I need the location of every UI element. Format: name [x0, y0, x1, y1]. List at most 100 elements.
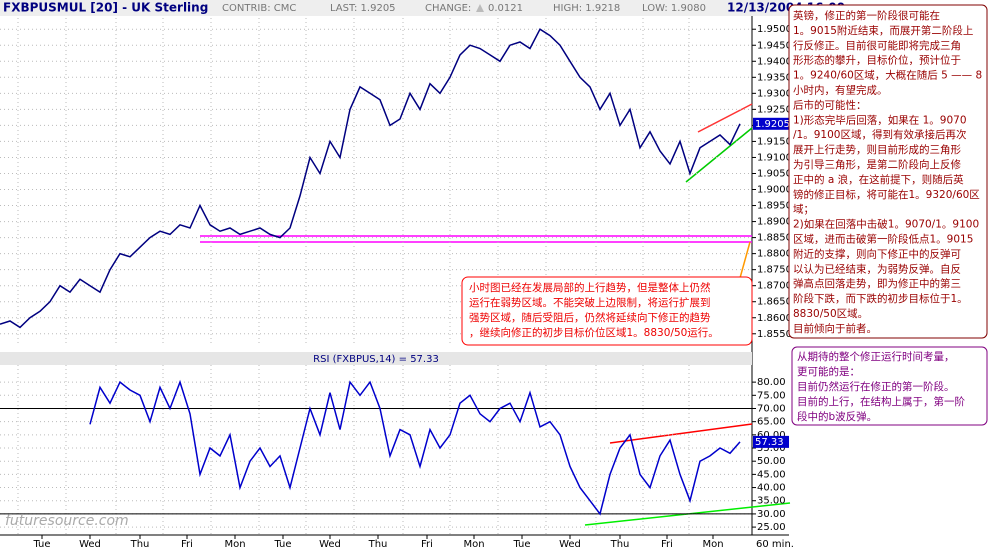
y-tick-label: 1.9500 [757, 24, 792, 35]
callout-box [461, 276, 753, 346]
note-line: 目前的上行，在结构上属于，第一阶 [797, 395, 965, 408]
y-tick-label: 1.8800 [757, 249, 792, 260]
callout-line: 强势区域，随后受阻后，仍然将延续向下修正的趋势 [469, 311, 711, 324]
note-line: 以认为已经结束，为弱势反弹。自反 [793, 262, 961, 275]
last: LAST: 1.9205 [330, 3, 396, 14]
last-value-badge [753, 117, 789, 130]
last-value-label: 57.33 [755, 437, 784, 448]
note-line: 后市的可能性： [793, 98, 867, 111]
note-line: 段中的b波反弹。 [797, 410, 877, 423]
y-tick-label: 1.8850 [757, 233, 792, 244]
note-line: 1。9015附近结束，而展开第二阶段上 [793, 24, 973, 37]
x-tick-label: Fri [661, 539, 673, 550]
data-line [0, 28, 741, 329]
note-box [788, 4, 988, 339]
y-tick-label: 1.9300 [757, 88, 792, 99]
y-tick-label: 1.8650 [757, 297, 792, 308]
contrib: CONTRIB: CMC [222, 3, 296, 14]
note-line: 8830/50区域。 [793, 307, 868, 320]
y-tick-label: 65.00 [757, 417, 786, 428]
note-line: 附近的支撑，则向下修正中的反弹可 [793, 247, 961, 260]
y-tick-label: 1.8900 [757, 217, 792, 228]
note-line: 更可能的是： [797, 365, 860, 378]
change: 0.0121 [488, 3, 523, 14]
y-tick-label: 1.8950 [757, 201, 792, 212]
note-line: 英镑，修正的第一阶段很可能在 [793, 9, 940, 22]
note-line: 域； [793, 203, 814, 216]
x-tick-label: Mon [702, 539, 723, 550]
high: HIGH: 1.9218 [553, 3, 620, 14]
y-tick-label: 60.00 [757, 430, 786, 441]
y-tick-label: 1.8600 [757, 313, 792, 324]
note-line: 行反修正。目前很可能即将完成三角 [793, 39, 961, 52]
note-line: 目前仍然运行在修正的第一阶段。 [797, 380, 955, 393]
note-timing: 从期待的整个修正运行时间考量， 更可能的是： 目前仍然运行在修正的第一阶段。目前的上… [797, 350, 965, 423]
note-line: 2)如果在回落中击破1。9070/1。9100 [793, 218, 979, 231]
y-tick-label: 1.9100 [757, 152, 792, 163]
y-tick-label: 1.9000 [757, 185, 792, 196]
last-value-label: 1.9205 [755, 119, 790, 130]
plots: 1.8550 1.8600 1.8650 1.8700 1.8750 1.8800 1.88… [0, 18, 794, 550]
callout-line: 小时图已经在发展局部的上行趋势，但是整体上仍然 [469, 281, 711, 294]
y-tick-label: 1.9250 [757, 104, 792, 115]
note-line: 从期待的整个修正运行时间考量， [797, 350, 955, 363]
callout-arrow [739, 241, 751, 279]
callout-line: ，继续向修正的初步目标价位区域1。8830/50运行。 [469, 326, 719, 339]
x-tick-label: Thu [610, 539, 630, 550]
x-tick-label: Wed [319, 539, 341, 550]
x-tick-label: Mon [463, 539, 484, 550]
rsi-title-bar [0, 352, 752, 365]
y-tick-label: 75.00 [757, 390, 786, 401]
y-tick-label: 1.8750 [757, 265, 792, 276]
change-label: CHANGE: [425, 3, 471, 14]
y-tick-label: 80.00 [757, 377, 786, 388]
x-tick-label: Tue [32, 539, 50, 550]
note-main: 英镑，修正的第一阶段很可能在 1。9015附近结束，而展开第二阶段上行反修正。目前… [793, 9, 982, 335]
x-tick-label: Wed [79, 539, 101, 550]
y-tick-label: 50.00 [757, 456, 786, 467]
rsi-trend [609, 423, 753, 444]
x-tick-label: Mon [224, 539, 245, 550]
y-tick-label: 1.8700 [757, 281, 792, 292]
note-line: /1。9100区域，得到有效承接后再次 [793, 128, 967, 141]
note-line: 正中的 a 浪，在这前提下，则随后英 [793, 173, 964, 186]
callout-line: 运行在弱势区域。不能突破上边限制，将运行扩展到 [469, 296, 711, 309]
y-tick-label: 1.9450 [757, 40, 792, 51]
note-line: 阶段下跌，而下跌的初步目标位于1。 [793, 292, 968, 305]
symbol: FXBPUSMUL [20] - UK Sterling [3, 1, 208, 15]
note-line: 区域，进而击破第一阶段低点1。9015 [793, 233, 973, 246]
y-tick-label: 1.9400 [757, 56, 792, 67]
note-line: 形形态的攀升，目标价位，预计位于 [793, 54, 961, 67]
y-tick-label: 55.00 [757, 443, 786, 454]
x-axis-label: 60 min. [756, 539, 794, 550]
x-tick-label: Wed [559, 539, 581, 550]
note-line: 为引导三角形，是第二阶段向上反修 [793, 158, 961, 171]
x-tick-label: Tue [273, 539, 291, 550]
channel-line [697, 103, 753, 133]
y-tick-label: 35.00 [757, 496, 786, 507]
y-tick-label: 45.00 [757, 469, 786, 480]
y-tick-label: 70.00 [757, 403, 786, 414]
y-tick-label: 1.9050 [757, 168, 792, 179]
x-tick-label: Tue [512, 539, 530, 550]
y-tick-label: 1.9150 [757, 136, 792, 147]
note-line: 1)形态完毕后回落，如果在 1。9070 [793, 113, 967, 126]
last-value-badge [753, 435, 789, 448]
channel-line [685, 127, 753, 183]
y-tick-label: 30.00 [757, 509, 786, 520]
x-tick-label: Thu [130, 539, 150, 550]
note-line: 目前倾向于前者。 [793, 322, 877, 335]
y-tick-label: 1.9350 [757, 72, 792, 83]
note-line: 展开上行走势，则目前形成的三角形 [793, 143, 961, 156]
y-tick-label: 25.00 [757, 522, 786, 533]
note-line: 弹高点回落走势，即为修正中的第三 [793, 277, 961, 290]
change-arrow [476, 4, 484, 12]
note-box [791, 346, 988, 426]
watermark: futuresource.com [5, 513, 129, 529]
note-line: 1。9240/60区域，大概在随后 5 —— 8 [793, 69, 982, 82]
low: LOW: 1.9080 [642, 3, 706, 14]
x-tick-label: Thu [368, 539, 388, 550]
header-bar [0, 0, 789, 16]
